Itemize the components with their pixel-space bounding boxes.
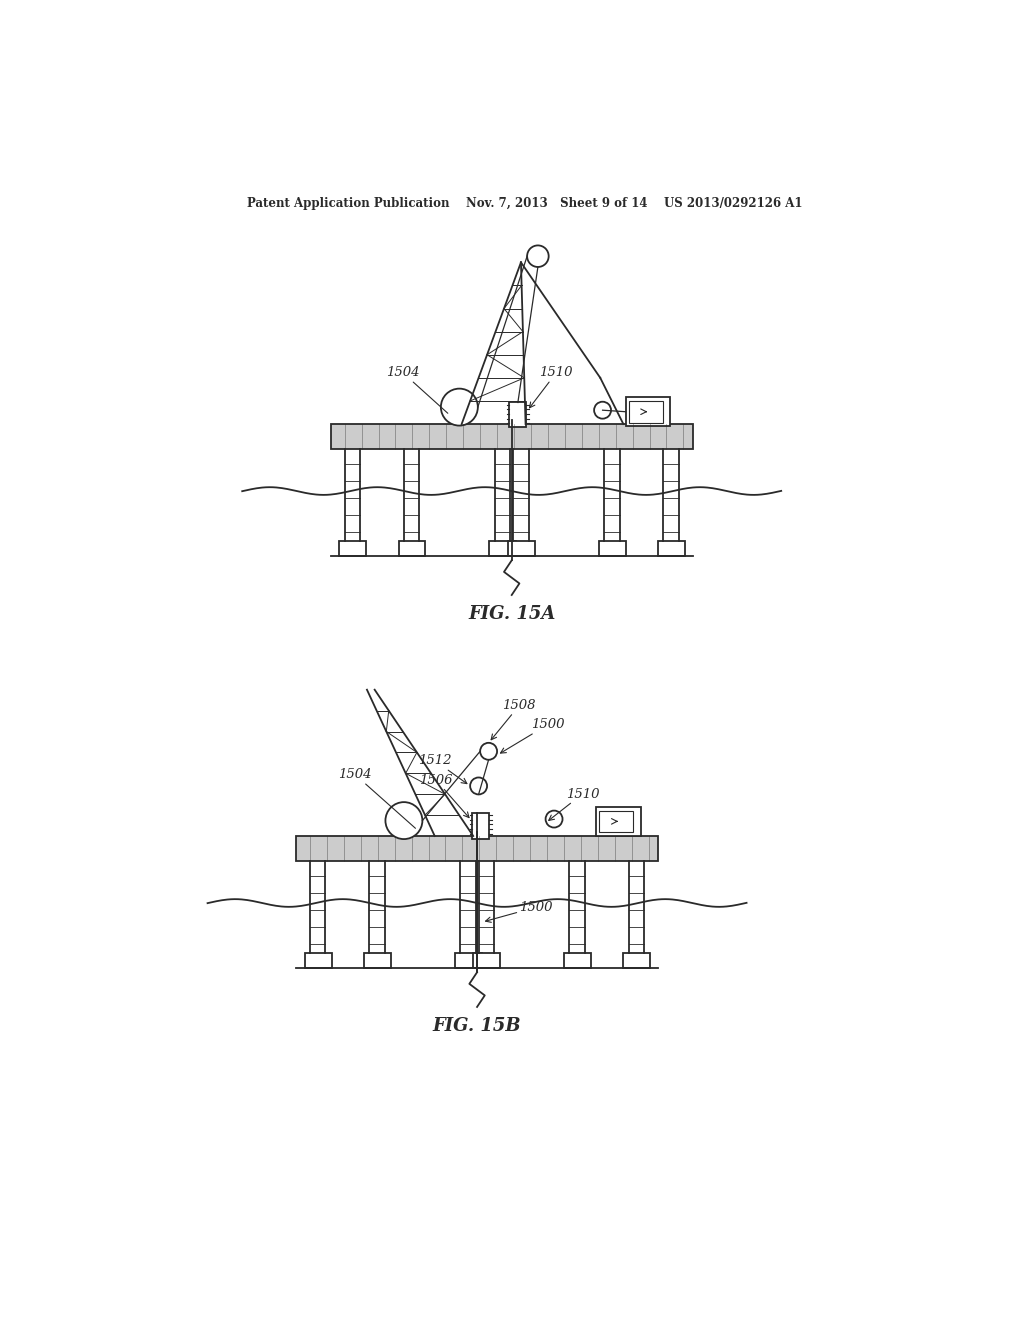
Circle shape [546,810,562,828]
Text: 1510: 1510 [549,788,599,821]
Text: 1504: 1504 [339,768,416,829]
Bar [473,953,500,969]
Circle shape [470,777,487,795]
Bar [626,397,671,426]
Text: FIG. 15A: FIG. 15A [468,606,555,623]
Bar [624,953,650,969]
Bar [296,836,658,861]
Text: 1512: 1512 [419,755,467,784]
Bar [455,953,481,969]
Bar [599,541,626,557]
Bar [599,810,634,832]
Circle shape [527,246,549,267]
Bar [296,836,658,861]
Bar [339,541,367,557]
Bar [629,401,663,422]
Bar [472,813,489,840]
Text: 1506: 1506 [419,774,469,817]
Bar [489,541,516,557]
Bar [304,953,332,969]
Circle shape [385,803,422,840]
Bar [564,953,591,969]
Text: 1510: 1510 [529,367,573,408]
Bar [364,953,391,969]
Circle shape [441,388,478,425]
Text: 1500: 1500 [485,900,553,923]
Bar [331,424,692,449]
Circle shape [594,401,611,418]
Text: 1500: 1500 [501,718,564,754]
Text: Patent Application Publication    Nov. 7, 2013   Sheet 9 of 14    US 2013/029212: Patent Application Publication Nov. 7, 2… [247,197,803,210]
Bar [398,541,425,557]
Circle shape [480,743,497,760]
Text: 1508: 1508 [492,700,536,739]
Bar [658,541,685,557]
Text: 1504: 1504 [386,367,447,413]
Bar [331,424,692,449]
Bar [596,807,641,836]
Bar [509,403,526,428]
Text: FIG. 15B: FIG. 15B [433,1018,521,1035]
Bar [508,541,535,557]
